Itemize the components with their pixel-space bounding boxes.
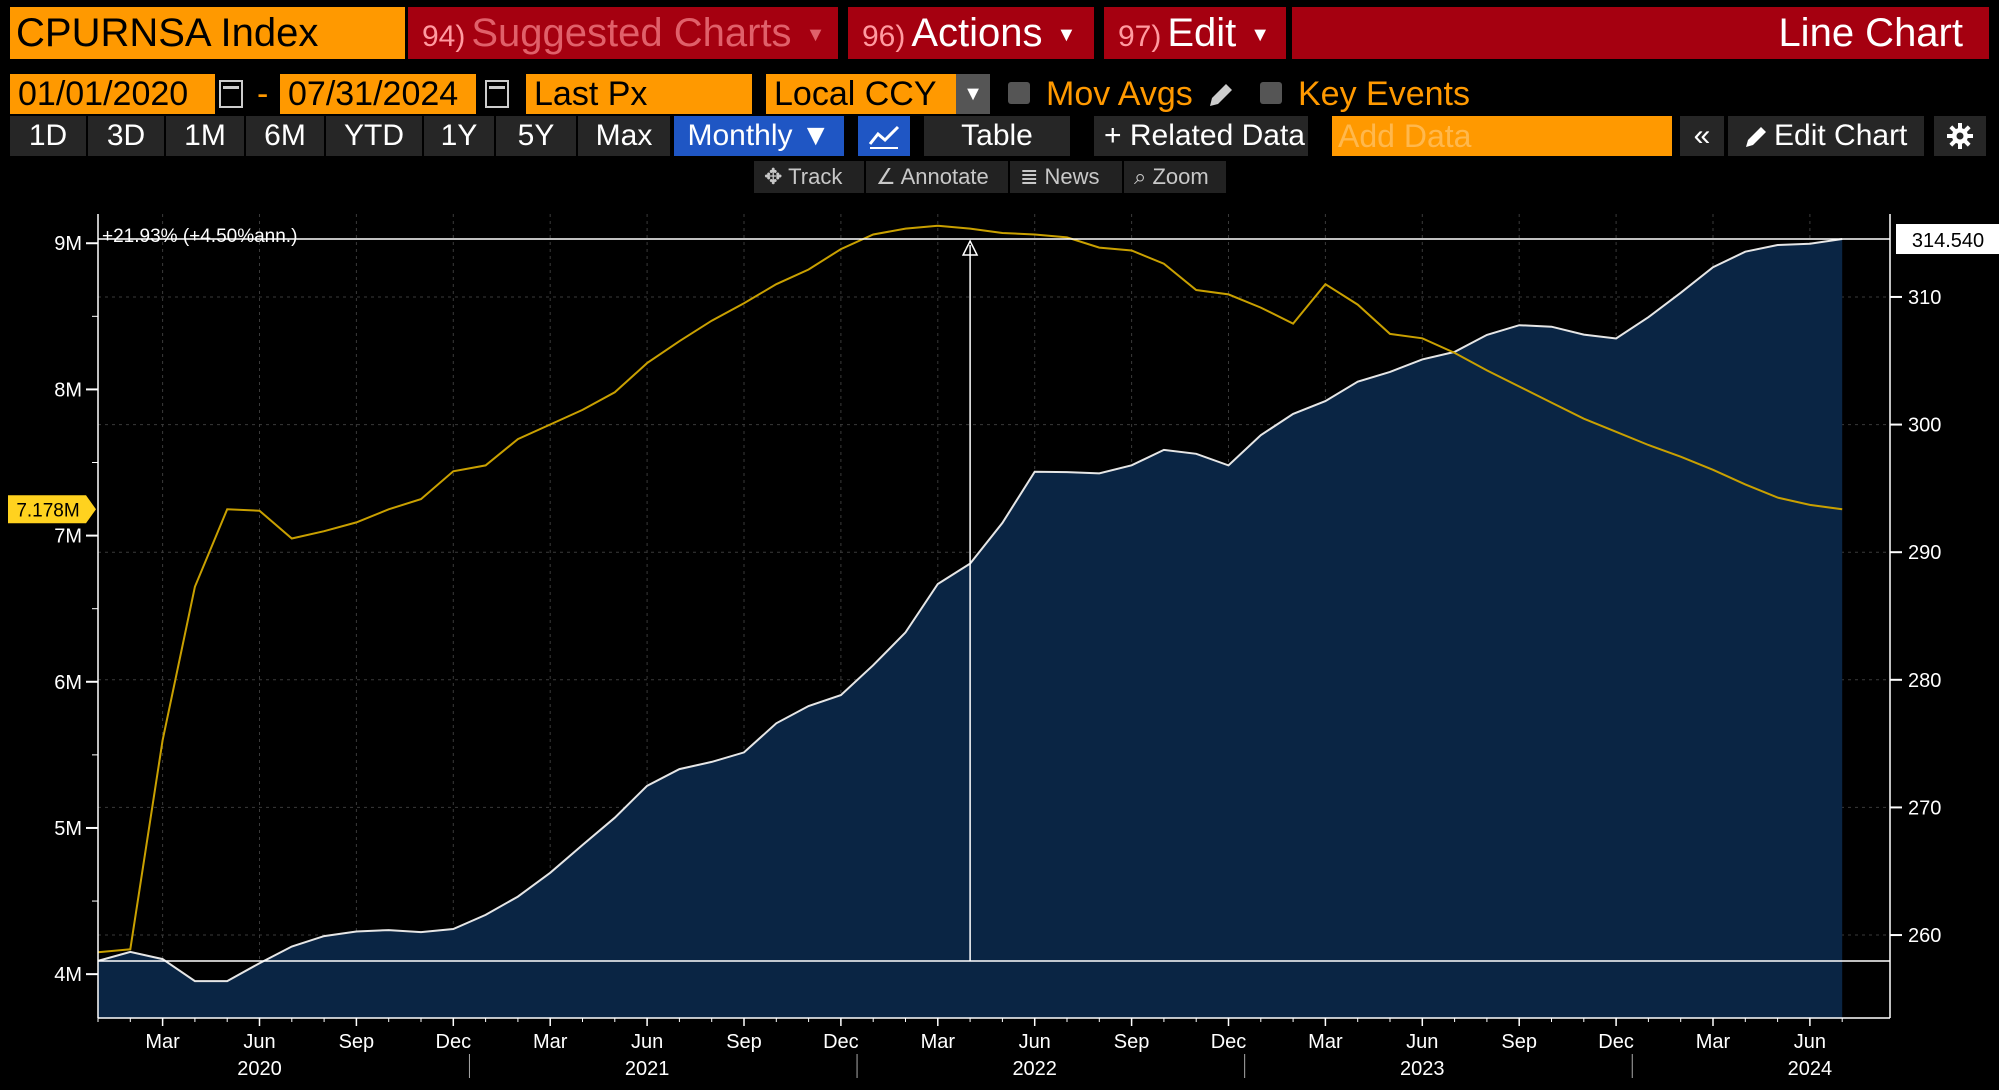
currency-select[interactable]: Local CCY: [766, 74, 956, 114]
menu-number: 96): [862, 20, 906, 53]
x-axis-tick-label: Dec: [823, 1031, 859, 1053]
chart-type-label: Line Chart: [1292, 7, 1989, 59]
news-label: News: [1044, 164, 1100, 189]
x-axis-tick-label: Jun: [1794, 1031, 1826, 1053]
x-axis-tick-label: Mar: [921, 1031, 956, 1053]
x-axis-year-label: 2024: [1788, 1058, 1833, 1080]
change-marker-arrow: [961, 239, 979, 256]
left-axis-tick-label: 7M: [54, 526, 82, 548]
frequency-dropdown[interactable]: Monthly ▼: [674, 116, 844, 156]
x-axis-tick-label: Jun: [1019, 1031, 1051, 1053]
range-5y-button[interactable]: 5Y: [496, 116, 576, 156]
x-axis-tick-label: Sep: [1114, 1031, 1150, 1053]
line-chart-icon[interactable]: [858, 116, 910, 156]
x-axis-tick-label: Mar: [533, 1031, 568, 1053]
actions-menu[interactable]: 96) Actions ▼: [848, 7, 1094, 59]
start-date-field[interactable]: 01/01/2020: [10, 74, 215, 114]
zoom-label: Zoom: [1152, 164, 1209, 189]
change-annotation: +21.93% (+4.50%ann.): [102, 226, 297, 247]
last-value-tag: [1896, 224, 1999, 255]
x-axis-tick-label: Dec: [1211, 1031, 1247, 1053]
annotate-label: Annotate: [900, 164, 989, 189]
x-axis-year-label: 2020: [237, 1058, 282, 1080]
chevron-down-icon: ▼: [805, 24, 826, 47]
x-axis-year-label: 2023: [1400, 1058, 1445, 1080]
chart-labels: 4M 5M 6M 7M 8M 9M 260 270 280 290 300 310 Mar Jun Sep D…: [8, 224, 1999, 1080]
collapse-icon[interactable]: «: [1680, 116, 1724, 156]
x-axis-tick-label: Sep: [339, 1031, 375, 1053]
range-1y-button[interactable]: 1Y: [424, 116, 494, 156]
range-max-button[interactable]: Max: [578, 116, 670, 156]
x-axis-tick-label: Dec: [1598, 1031, 1634, 1053]
last-value-text: 314.540: [1912, 230, 1984, 252]
news-tool[interactable]: ≣ News: [1010, 161, 1122, 193]
menu-number: 97): [1118, 20, 1162, 53]
menu-label: Suggested Charts: [471, 11, 792, 55]
right-axis-tick-label: 260: [1908, 925, 1941, 947]
calendar-icon[interactable]: [485, 80, 509, 108]
annotate-tool[interactable]: ∠ Annotate: [866, 161, 1008, 193]
track-tool[interactable]: ✥ Track: [754, 161, 864, 193]
right-axis-tick-label: 300: [1908, 415, 1941, 437]
menu-label: Actions: [911, 11, 1043, 55]
left-value-tag: [8, 495, 96, 524]
mov-avgs-label: Mov Avgs: [1046, 75, 1193, 113]
gear-icon[interactable]: [1934, 116, 1986, 156]
x-axis-tick-label: Mar: [1696, 1031, 1731, 1053]
chevron-down-icon: ▼: [1056, 24, 1077, 47]
left-axis-tick-label: 9M: [54, 233, 82, 255]
calendar-icon[interactable]: [219, 80, 243, 108]
key-events-checkbox[interactable]: [1260, 82, 1282, 104]
zoom-tool[interactable]: ⌕ Zoom: [1124, 161, 1226, 193]
ticker-field[interactable]: CPURNSA Index: [10, 7, 405, 59]
mov-avgs-checkbox[interactable]: [1008, 82, 1030, 104]
chart-axes: [86, 214, 1902, 1078]
left-axis-tick-label: 8M: [54, 379, 82, 401]
related-data-button[interactable]: + Related Data: [1094, 116, 1308, 156]
table-button[interactable]: Table: [924, 116, 1070, 156]
edit-chart-button[interactable]: Edit Chart: [1728, 116, 1924, 156]
range-1d-button[interactable]: 1D: [10, 116, 86, 156]
x-axis-tick-label: Sep: [1501, 1031, 1537, 1053]
secondary-series-line: [97, 224, 1843, 954]
range-6m-button[interactable]: 6M: [246, 116, 324, 156]
right-axis-tick-label: 280: [1908, 670, 1941, 692]
menu-number: 94): [422, 20, 466, 53]
x-axis-tick-label: Jun: [631, 1031, 663, 1053]
x-axis-tick-label: Sep: [726, 1031, 762, 1053]
x-axis-tick-label: Dec: [436, 1031, 472, 1053]
end-date-field[interactable]: 07/31/2024: [280, 74, 476, 114]
key-events-label: Key Events: [1298, 75, 1470, 113]
left-axis-tick-label: 4M: [54, 964, 82, 986]
x-axis-year-label: 2022: [1012, 1058, 1057, 1080]
range-3d-button[interactable]: 3D: [88, 116, 164, 156]
x-axis-tick-label: Mar: [1308, 1031, 1343, 1053]
pencil-icon: [1742, 122, 1772, 150]
menu-label: Edit: [1167, 11, 1237, 55]
edit-chart-label: Edit Chart: [1774, 119, 1908, 152]
x-axis-tick-label: Jun: [243, 1031, 275, 1053]
price-field-select[interactable]: Last Px: [526, 74, 752, 114]
range-ytd-button[interactable]: YTD: [326, 116, 422, 156]
left-axis-tick-label: 6M: [54, 672, 82, 694]
right-axis-tick-label: 310: [1908, 287, 1941, 309]
suggested-charts-menu[interactable]: 94) Suggested Charts ▼: [408, 7, 838, 59]
chevron-down-icon[interactable]: ▼: [956, 74, 990, 114]
cpi-line-chart[interactable]: 4M 5M 6M 7M 8M 9M 260 270 280 290 300 310 Mar Jun Sep D…: [0, 200, 1999, 1090]
left-value-text: 7.178M: [16, 500, 79, 521]
x-axis-year-label: 2021: [625, 1058, 670, 1080]
edit-menu[interactable]: 97) Edit ▼: [1104, 7, 1286, 59]
chevron-down-icon: ▼: [1250, 24, 1271, 47]
range-1m-button[interactable]: 1M: [166, 116, 244, 156]
add-data-input[interactable]: Add Data: [1332, 116, 1672, 156]
left-axis-tick-label: 5M: [54, 818, 82, 840]
track-label: Track: [788, 164, 843, 189]
date-separator: -: [257, 75, 269, 113]
pencil-icon[interactable]: [1206, 78, 1236, 110]
right-axis-tick-label: 290: [1908, 542, 1941, 564]
x-axis-tick-label: Mar: [145, 1031, 180, 1053]
right-axis-tick-label: 270: [1908, 797, 1941, 819]
x-axis-tick-label: Jun: [1406, 1031, 1438, 1053]
